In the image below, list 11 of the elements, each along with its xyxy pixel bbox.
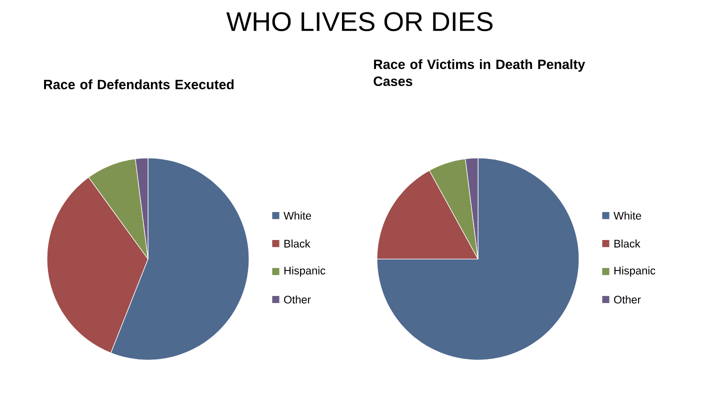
text: WHO LIVES OR DIES <box>226 12 493 32</box>
legend-label: Black <box>284 240 310 248</box>
legend-label: White <box>614 212 642 220</box>
legend-label: Other <box>284 295 311 304</box>
legend-label: White <box>284 212 312 220</box>
legend-label: Other <box>614 295 641 304</box>
legend-label: Black <box>614 240 640 248</box>
chart-title: Race of Victims in Death Penalty Cases <box>374 59 586 86</box>
legend-label: Hispanic <box>284 266 326 277</box>
chart-title: Race of Defendants Executed <box>44 79 234 90</box>
legend-label: Hispanic <box>614 266 656 277</box>
